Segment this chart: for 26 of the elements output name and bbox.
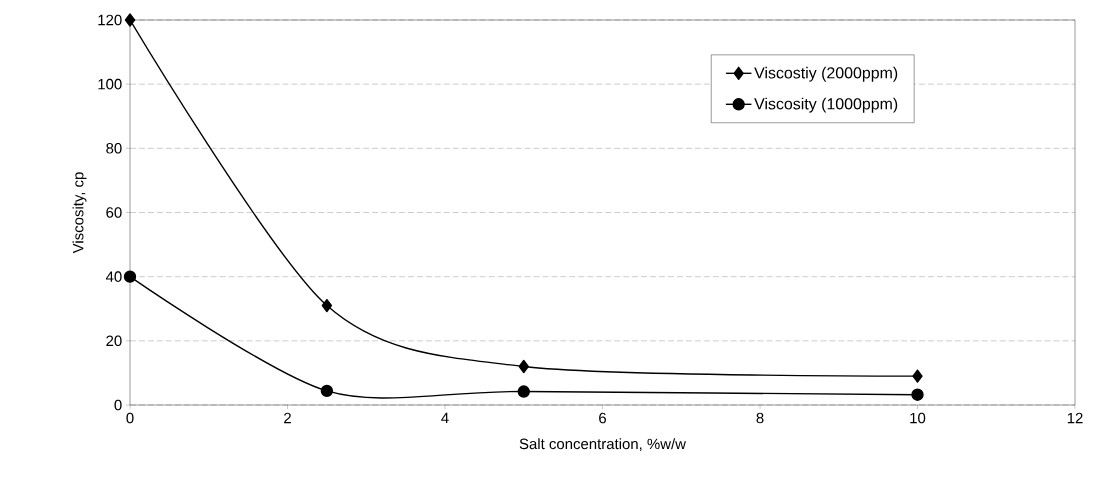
y-tick-label: 60 <box>106 207 122 218</box>
x-axis-title: Salt concentration, %w/w <box>519 438 686 451</box>
y-tick-label: 40 <box>105 271 122 282</box>
y-tick-label: 0 <box>114 399 122 411</box>
point <box>912 369 923 383</box>
point <box>517 385 530 398</box>
x-tick-label: 2 <box>284 412 291 424</box>
point <box>124 13 136 27</box>
y-tick-label: 20 <box>106 335 122 347</box>
y-axis-title: Viscosity, cp <box>72 172 87 254</box>
point <box>518 359 529 374</box>
point <box>320 384 334 398</box>
point <box>911 388 924 401</box>
x-tick-label: 12 <box>1067 412 1083 424</box>
x-tick-label: 8 <box>756 412 764 424</box>
y-tick-label: 120 <box>98 14 122 26</box>
x-tick-label: 10 <box>910 412 926 424</box>
y-tick-label: 80 <box>106 143 122 154</box>
y-tick-label: 100 <box>98 78 122 90</box>
x-tick-label: 0 <box>126 412 134 424</box>
x-tick-label: 4 <box>441 412 449 424</box>
point <box>321 298 333 313</box>
legend-label: Viscostiy (2000ppm) <box>754 66 898 82</box>
x-tick-label: 6 <box>599 412 607 424</box>
point <box>123 270 137 283</box>
legend-label: Viscosity (1000ppm) <box>754 97 898 113</box>
